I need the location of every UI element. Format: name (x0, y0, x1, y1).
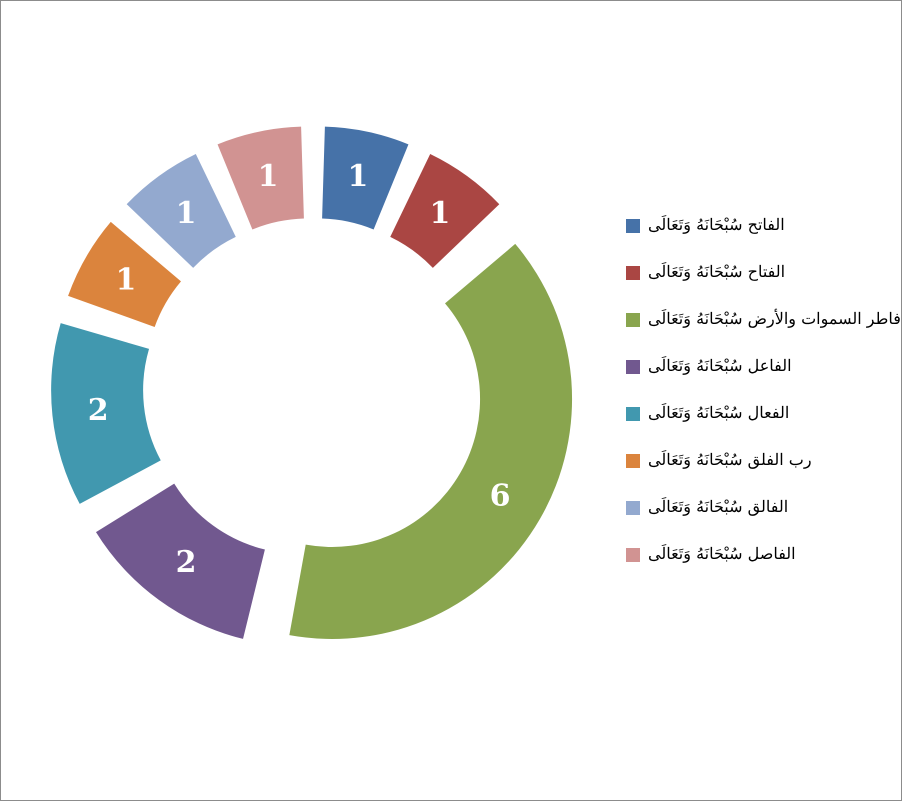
legend-swatch-3 (626, 313, 640, 327)
doughnut-slice-4 (95, 483, 265, 639)
doughnut-slice-8 (217, 126, 304, 230)
doughnut-slice-2 (390, 154, 500, 268)
data-label-4: 2 (176, 545, 197, 580)
legend-label-7: الفالق سُبْحَانَهُ وَتَعَالَى (648, 497, 789, 516)
doughnut-slice-5 (51, 323, 161, 504)
legend-swatch-4 (626, 360, 640, 374)
legend-item-3: فاطر السموات والأرض سُبْحَانَهُ وَتَعَال… (626, 304, 901, 351)
doughnut-slice-6 (68, 221, 181, 327)
legend-swatch-1 (626, 219, 640, 233)
legend-item-5: الفعال سُبْحَانَهُ وَتَعَالَى (626, 398, 896, 445)
legend-swatch-5 (626, 407, 640, 421)
data-label-2: 1 (430, 196, 451, 231)
legend-label-2: الفتاح سُبْحَانَهُ وَتَعَالَى (648, 262, 786, 281)
data-label-6: 1 (116, 263, 137, 298)
data-label-1: 1 (347, 159, 368, 194)
data-label-5: 2 (88, 393, 109, 428)
legend-item-7: الفالق سُبْحَانَهُ وَتَعَالَى (626, 492, 896, 539)
doughnut-slice-7 (126, 154, 236, 268)
legend-item-2: الفتاح سُبْحَانَهُ وَتَعَالَى (626, 257, 896, 304)
legend-swatch-7 (626, 501, 640, 515)
legend-item-4: الفاعل سُبْحَانَهُ وَتَعَالَى (626, 351, 896, 398)
legend-label-6: رب الفلق سُبْحَانَهُ وَتَعَالَى (648, 450, 812, 469)
legend-swatch-6 (626, 454, 640, 468)
legend-swatch-8 (626, 548, 640, 562)
data-label-3: 6 (490, 479, 511, 514)
legend-label-3: فاطر السموات والأرض سُبْحَانَهُ وَتَعَال… (648, 309, 901, 328)
legend-item-8: الفاصل سُبْحَانَهُ وَتَعَالَى (626, 539, 896, 586)
doughnut-slice-3 (289, 243, 573, 639)
chart-legend: الفاتح سُبْحَانَهُ وَتَعَالَى الفتاح سُبْ… (626, 210, 901, 586)
legend-item-6: رب الفلق سُبْحَانَهُ وَتَعَالَى (626, 445, 896, 492)
legend-swatch-2 (626, 266, 640, 280)
legend-label-1: الفاتح سُبْحَانَهُ وَتَعَالَى (648, 215, 785, 234)
legend-label-8: الفاصل سُبْحَانَهُ وَتَعَالَى (648, 544, 796, 563)
legend-item-1: الفاتح سُبْحَانَهُ وَتَعَالَى (626, 210, 896, 257)
data-label-8: 1 (258, 159, 279, 194)
doughnut-slice-1 (322, 126, 409, 230)
data-label-7: 1 (176, 196, 197, 231)
legend-label-4: الفاعل سُبْحَانَهُ وَتَعَالَى (648, 356, 792, 375)
legend-label-5: الفعال سُبْحَانَهُ وَتَعَالَى (648, 403, 790, 422)
